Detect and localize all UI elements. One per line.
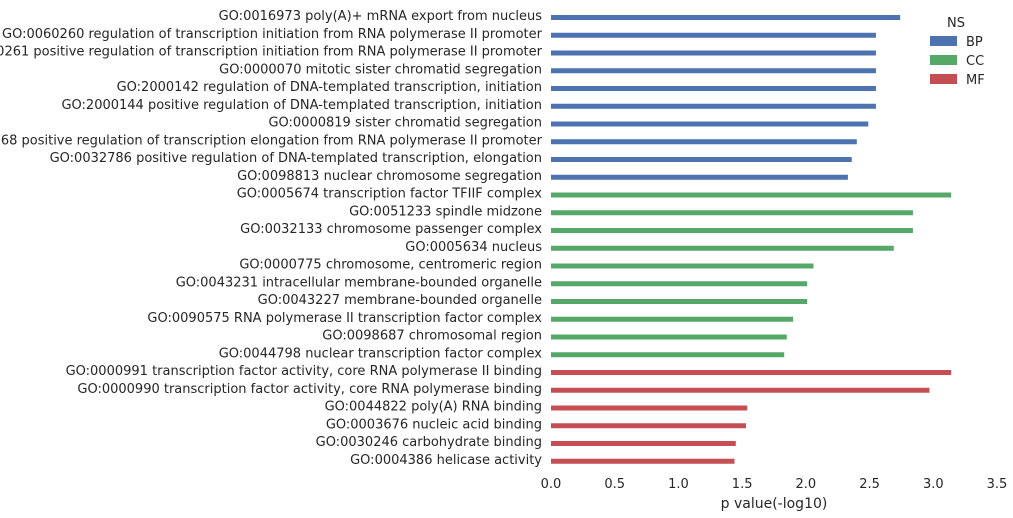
category-label: GO:0003676 nucleic acid binding (326, 417, 542, 432)
legend-label-cc: CC (966, 54, 984, 69)
x-tick-label: 1.5 (732, 477, 753, 492)
category-label: GO:0000991 transcription factor activity… (66, 364, 542, 379)
bar-mf-3 (551, 423, 746, 429)
bar-mf-2 (551, 405, 748, 411)
bar-mf-4 (551, 441, 736, 446)
bar-cc-9 (551, 352, 785, 358)
category-label: GO:0060260 regulation of transcription i… (2, 27, 543, 42)
bar-cc-7 (551, 316, 794, 322)
bar-group (551, 15, 952, 464)
bar-bp-4 (551, 86, 876, 91)
x-tick-label: 3.5 (987, 477, 1008, 492)
category-label: GO:0005634 nucleus (405, 240, 542, 255)
x-tick-label: 0.0 (541, 477, 562, 492)
category-label: GO:2000142 regulation of DNA-templated t… (117, 80, 542, 95)
x-tick-label: 2.0 (796, 477, 817, 492)
bar-cc-3 (551, 245, 894, 251)
category-label: GO:0090575 RNA polymerase II transcripti… (147, 311, 542, 326)
category-label: GO:0051233 spindle midzone (349, 204, 542, 219)
legend-swatch-bp (930, 36, 957, 46)
x-axis-label: p value(-log10) (721, 496, 828, 512)
category-label: GO:0000070 mitotic sister chromatid segr… (219, 62, 542, 77)
bar-bp-8 (551, 157, 852, 162)
category-label: GO:0000990 transcription factor activity… (77, 382, 542, 397)
category-label: GO:0043231 intracellular membrane-bounde… (176, 275, 542, 290)
category-label: GO:0030246 carbohydrate binding (316, 435, 542, 450)
category-label: GO:2000144 positive regulation of DNA-te… (61, 98, 542, 113)
legend-swatch-mf (930, 74, 957, 84)
bar-cc-0 (551, 192, 952, 198)
bar-bp-3 (551, 68, 876, 74)
category-label: GO:0044798 nuclear transcription factor … (219, 346, 543, 361)
bar-cc-4 (551, 263, 814, 269)
bar-cc-1 (551, 210, 913, 216)
x-tick-label: 0.5 (604, 477, 625, 492)
category-label: GO:0032786 positive regulation of DNA-te… (50, 151, 542, 166)
category-label: GO:0043227 membrane-bounded organelle (258, 293, 542, 308)
category-label: GO:0032133 chromosome passenger complex (240, 222, 542, 237)
category-label: GO:0060261 positive regulation of transc… (0, 45, 543, 60)
category-label: GO:0032968 positive regulation of transc… (0, 133, 543, 148)
category-labels: GO:0016973 poly(A)+ mRNA export from nuc… (0, 9, 543, 468)
bar-bp-7 (551, 139, 857, 145)
x-axis-ticks: 0.0 0.5 1.0 1.5 2.0 2.5 3.0 3.5 (541, 477, 1008, 492)
x-tick-label: 1.0 (668, 477, 689, 492)
bar-bp-0 (551, 15, 901, 20)
bar-bp-1 (551, 32, 876, 38)
legend-label-bp: BP (966, 35, 983, 50)
category-label: GO:0000775 chromosome, centromeric regio… (239, 258, 542, 273)
bar-cc-5 (551, 281, 808, 287)
bar-bp-9 (551, 174, 848, 180)
bar-bp-2 (551, 50, 876, 56)
category-label: GO:0098687 chromosomal region (322, 329, 542, 344)
bar-mf-5 (551, 458, 735, 464)
category-label: GO:0005674 transcription factor TFIIF co… (237, 187, 543, 202)
legend-swatch-cc (930, 55, 957, 65)
legend: NS BP CC MF (930, 16, 985, 88)
bar-mf-1 (551, 387, 930, 393)
bar-mf-0 (551, 370, 952, 375)
bar-bp-5 (551, 103, 876, 109)
category-label: GO:0000819 sister chromatid segregation (268, 116, 542, 131)
legend-label-mf: MF (966, 73, 985, 88)
category-label: GO:0098813 nuclear chromosome segregatio… (237, 169, 542, 184)
legend-title: NS (947, 16, 965, 31)
x-tick-label: 2.5 (859, 477, 880, 492)
x-tick-label: 3.0 (923, 477, 944, 492)
bar-cc-8 (551, 334, 787, 340)
bar-cc-6 (551, 299, 808, 304)
category-label: GO:0004386 helicase activity (350, 453, 542, 468)
bar-bp-6 (551, 121, 869, 127)
category-label: GO:0016973 poly(A)+ mRNA export from nuc… (219, 9, 543, 24)
category-label: GO:0044822 poly(A) RNA binding (325, 400, 542, 415)
bar-cc-2 (551, 228, 913, 233)
